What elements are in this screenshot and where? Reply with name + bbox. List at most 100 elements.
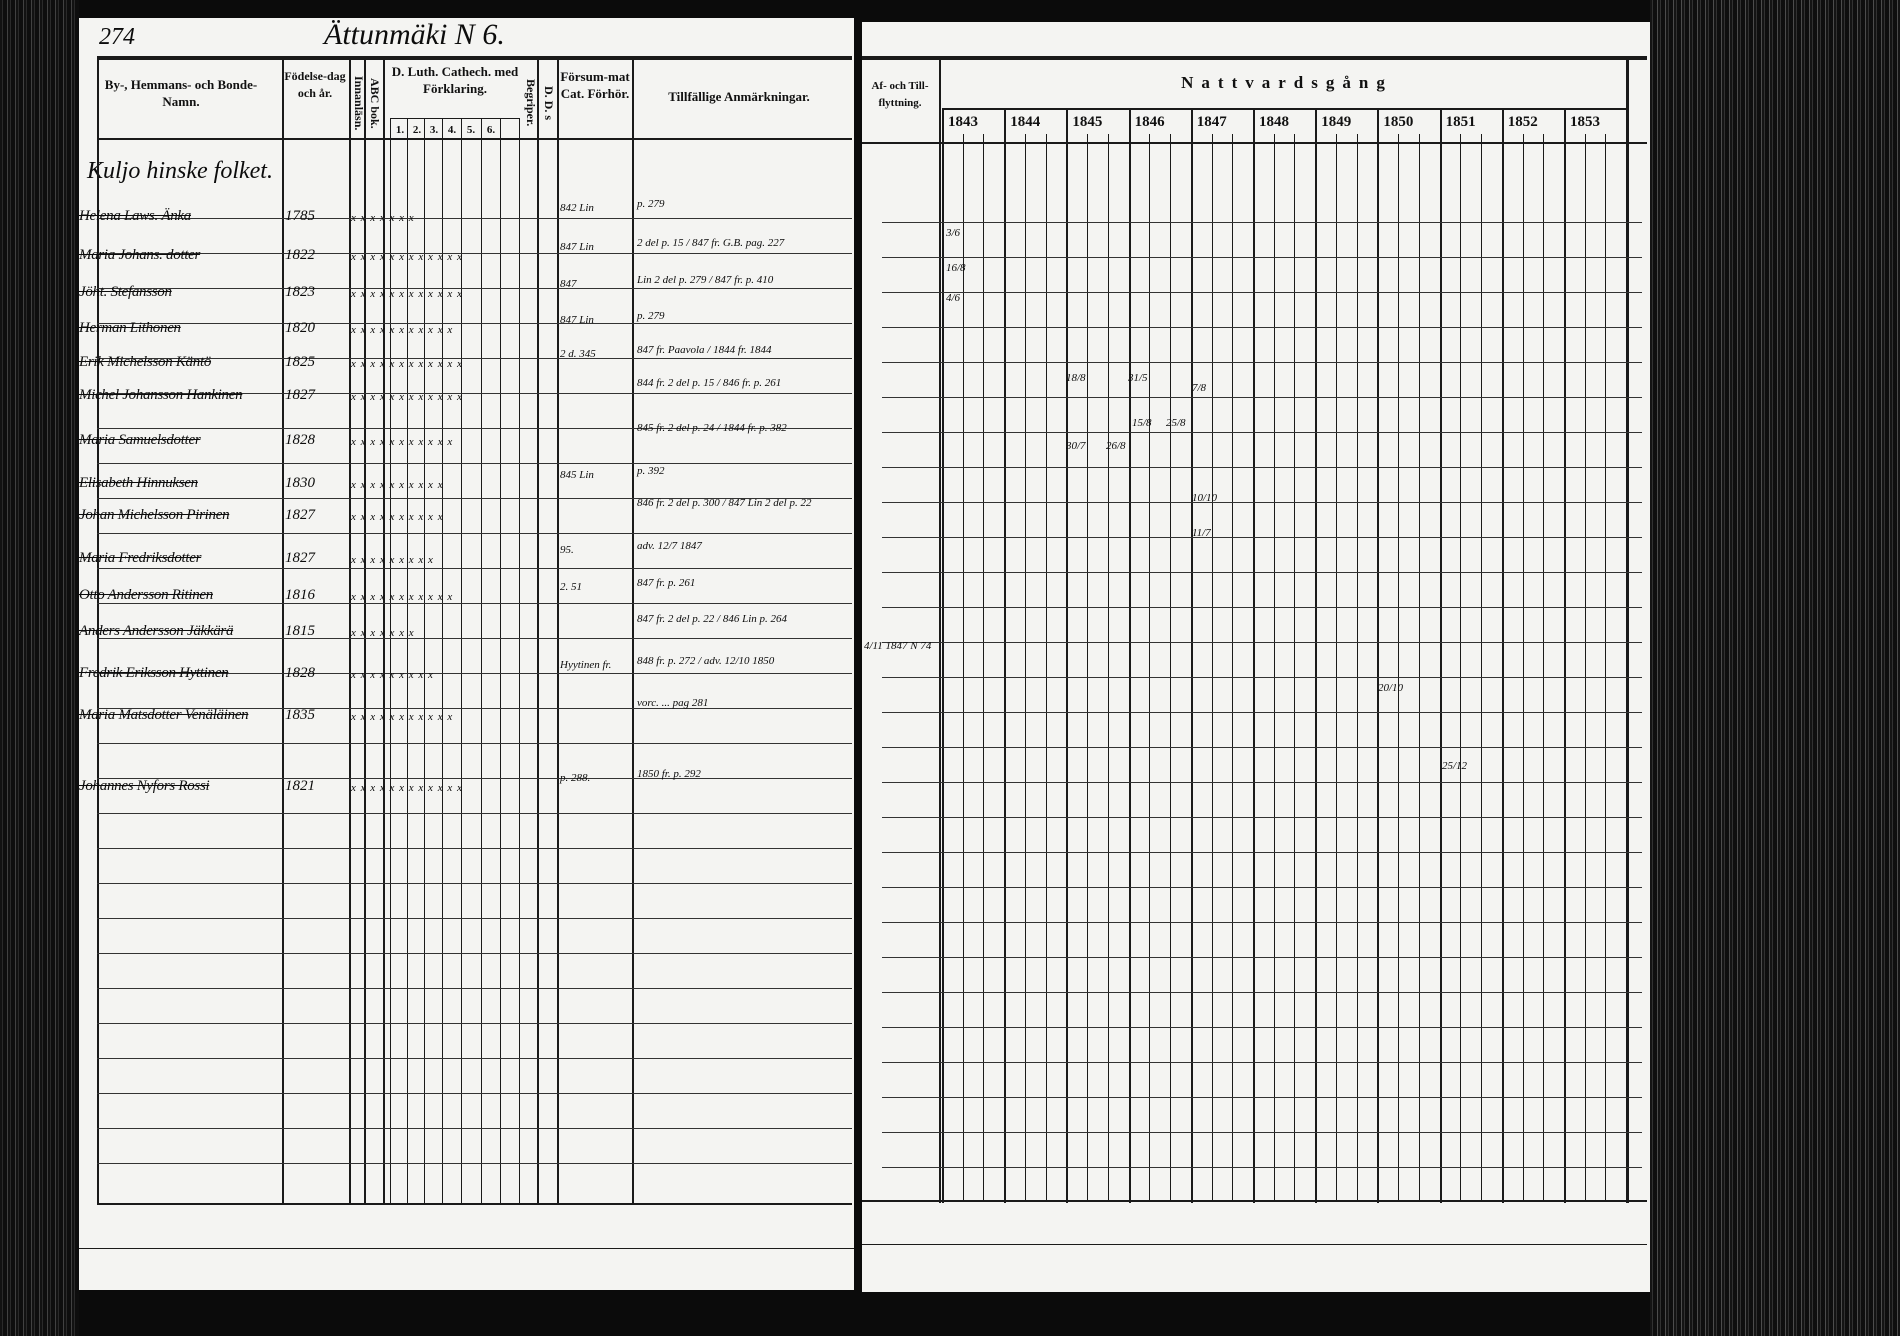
catechism-subcolumn-rule (481, 118, 482, 1203)
entry-catechism-marks: x x x x x x x x x x x (351, 591, 454, 603)
year-subcolumn-rule (1335, 134, 1337, 1202)
year-header-1852: 1852 (1507, 114, 1538, 130)
entry-catechism-marks: x x x x x x x (351, 627, 415, 639)
entry-remarks: p. 279 (637, 310, 665, 322)
row-rule (97, 568, 852, 569)
catechism-subcolumn-rule (424, 118, 425, 1203)
entry-birth: 1785 (285, 208, 315, 224)
entry-row: Maria Matsdotter Venäläinen 1835 x x x x x… (79, 697, 854, 737)
entry-remarks: 848 fr. p. 272 / adv. 12/10 1850 (637, 655, 775, 667)
row-rule (97, 323, 852, 324)
header-remarks: Tillfällige Anmärkningar. (668, 89, 810, 104)
catechism-subcolumn-rule (390, 118, 391, 1203)
entry-remarks: p. 392 (637, 465, 665, 477)
row-rule (882, 782, 1642, 783)
row-rule (882, 292, 1642, 293)
entry-missed: 845 Lin (560, 469, 594, 481)
entry-remarks: Lin 2 del p. 279 / 847 fr. p. 410 (637, 274, 774, 286)
entry-birth: 1830 (285, 475, 315, 491)
scan-border-left (0, 0, 79, 1336)
year-subcolumn-rule (1543, 134, 1545, 1202)
year-header-1845: 1845 (1072, 114, 1103, 130)
row-rule (97, 673, 852, 674)
year-header-1844: 1844 (1010, 114, 1041, 130)
entry-remarks: 844 fr. 2 del p. 15 / 846 fr. p. 261 (637, 377, 782, 389)
entry-catechism-marks: x x x x x x x x x x (351, 479, 444, 491)
row-rule (97, 498, 852, 499)
row-rule (97, 1163, 852, 1164)
entry-row: Elisabeth Hinnuksen 1830 x x x x x x x x x… (79, 465, 854, 505)
entry-catechism-marks: x x x x x x x x x (351, 669, 434, 681)
row-rule (882, 432, 1642, 433)
entry-catechism-marks: x x x x x x x x x x x (351, 711, 454, 723)
communion-mark: 18/8 (1066, 372, 1086, 384)
entry-catechism-marks: x x x x x x x x x x x x (351, 358, 463, 370)
page-title: Ättunmäki N 6. (324, 18, 505, 51)
communion-mark: 11/7 (1192, 527, 1211, 539)
year-subcolumn-rule (1294, 134, 1296, 1202)
row-rule (97, 603, 852, 604)
column-rule (282, 58, 284, 1203)
entry-catechism-marks: x x x x x x x x x x x x (351, 288, 463, 300)
row-rule (882, 1027, 1642, 1028)
entry-name: Maria Samuelsdotter (79, 432, 201, 448)
entry-missed: 2. 51 (560, 581, 582, 593)
year-subcolumn-rule (1398, 134, 1400, 1202)
row-rule (97, 288, 852, 289)
catechism-subcolumn-rule (442, 118, 443, 1203)
right-page: Af- och Till-flyttning. Nattvardsgång 18… (862, 22, 1650, 1292)
row-rule (97, 988, 852, 989)
communion-mark: 3/6 (946, 227, 961, 239)
year-header-1846: 1846 (1134, 114, 1165, 130)
entry-catechism-marks: x x x x x x x x x (351, 554, 434, 566)
entry-name: Jöht. Stefansson (79, 284, 172, 300)
entry-birth: 1822 (285, 247, 315, 263)
row-rule (97, 918, 852, 919)
entry-name: Helena Laws. Änka (79, 208, 191, 224)
year-subcolumn-rule (1024, 134, 1026, 1202)
entry-missed: 95. (560, 544, 574, 556)
communion-mark: 10/10 (1192, 492, 1218, 504)
entry-remarks: 847 fr. Paavola / 1844 fr. 1844 (637, 344, 772, 356)
entry-missed: p. 288. (560, 772, 591, 784)
entry-row: Maria Fredriksdotter 1827 x x x x x x x x … (79, 540, 854, 580)
year-subcolumn-rule (1584, 134, 1586, 1202)
entry-remarks: p. 279 (637, 198, 665, 210)
year-subcolumn-rule (1460, 134, 1462, 1202)
row-rule (97, 883, 852, 884)
year-subcolumn-rule (1170, 134, 1172, 1202)
table-bottom-rule (97, 1203, 852, 1205)
table-top-rule (862, 56, 1647, 60)
row-rule (882, 397, 1642, 398)
year-column-rule (1128, 108, 1131, 1203)
year-header-1848: 1848 (1259, 114, 1289, 130)
entry-remarks: 846 fr. 2 del p. 300 / 847 Lin 2 del p. … (637, 497, 812, 509)
entry-catechism-marks: x x x x x x x x x x x x (351, 782, 463, 794)
row-rule (882, 327, 1642, 328)
year-header-1850: 1850 (1383, 114, 1414, 130)
communion-mark: 26/8 (1106, 440, 1126, 452)
catechism-column-6: 6. (486, 124, 496, 136)
entry-remarks: vorc. ... pag 281 (637, 697, 709, 709)
year-subcolumn-rule (1107, 134, 1109, 1202)
header-dd: D. D. s (542, 85, 556, 120)
year-column-rule (1377, 108, 1380, 1203)
entry-missed: 847 Lin (560, 241, 594, 253)
row-rule (882, 677, 1642, 678)
row-rule (882, 257, 1642, 258)
year-column-rule (1626, 108, 1629, 1203)
entry-catechism-marks: x x x x x x x x x x (351, 511, 444, 523)
row-rule (97, 708, 852, 709)
row-rule (97, 1023, 852, 1024)
column-rule (939, 58, 941, 1203)
entry-missed: Hyytinen fr. (560, 659, 612, 671)
entry-row: Erik Michelsson Käntö 1825 x x x x x x x x… (79, 344, 854, 384)
entry-catechism-marks: x x x x x x x x x x x (351, 436, 454, 448)
entry-birth: 1827 (285, 550, 315, 566)
entry-row: Fredrik Eriksson Hyttinen 1828 x x x x x x… (79, 655, 854, 695)
entry-row: Johan Michelsson Pirinen 1827 x x x x x x … (79, 497, 854, 537)
communion-mark: 7/8 (1192, 382, 1207, 394)
header-reading: Innanläsn. (352, 75, 366, 131)
entry-name: Michel Johansson Hankinen (79, 387, 243, 403)
entry-name: Maria Fredriksdotter (79, 550, 202, 566)
